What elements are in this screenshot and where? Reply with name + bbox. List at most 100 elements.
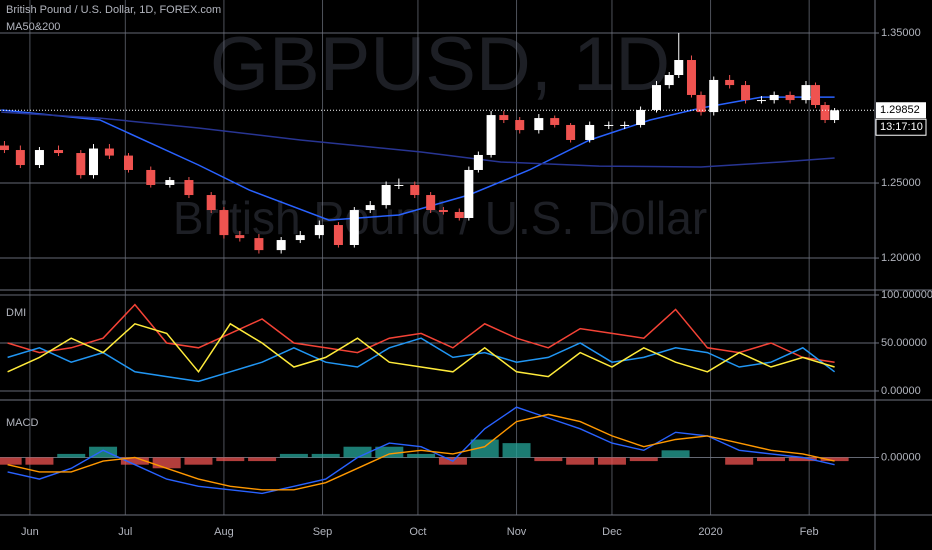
watermark: GBPUSD, 1D bbox=[210, 22, 670, 107]
candle-body bbox=[146, 169, 156, 185]
candle-body bbox=[769, 94, 779, 101]
candle-body bbox=[473, 154, 483, 170]
y-tick-label: 100.00000 bbox=[881, 289, 932, 301]
moving-average bbox=[1, 111, 835, 168]
candle-body bbox=[394, 184, 404, 186]
countdown-label: 13:17:10 bbox=[880, 121, 923, 133]
candle-body bbox=[820, 105, 830, 121]
candle-body bbox=[235, 235, 245, 239]
candle-body bbox=[620, 124, 630, 126]
y-tick-label: 1.20000 bbox=[881, 252, 921, 264]
x-tick-label: Sep bbox=[313, 526, 333, 538]
candle-body bbox=[76, 153, 86, 176]
candle-body bbox=[709, 79, 719, 113]
candle-body bbox=[34, 150, 44, 166]
dmi-line bbox=[7, 322, 835, 378]
candle-body bbox=[54, 150, 64, 154]
candle-body bbox=[206, 195, 216, 211]
histogram-bar bbox=[756, 457, 785, 462]
candle-body bbox=[295, 235, 305, 241]
candle-body bbox=[165, 180, 175, 185]
indicator-title: MA50&200 bbox=[6, 21, 60, 33]
candle-body bbox=[89, 148, 99, 176]
histogram-bar bbox=[120, 457, 149, 465]
candle-body bbox=[15, 150, 25, 166]
x-tick-label: Nov bbox=[507, 526, 527, 538]
dmi-line bbox=[7, 303, 835, 363]
y-tick-label: 0.00000 bbox=[881, 451, 921, 463]
candle-body bbox=[314, 225, 324, 236]
candle-body bbox=[534, 118, 544, 131]
candle-body bbox=[585, 124, 595, 140]
histogram-bar bbox=[0, 457, 22, 465]
x-tick-label: Aug bbox=[214, 526, 234, 538]
watermark-layer: GBPUSD, 1D British Pound / U.S. Dollar bbox=[173, 22, 707, 244]
candle-body bbox=[604, 124, 614, 126]
candle-body bbox=[104, 148, 114, 156]
histogram-bar bbox=[311, 453, 340, 458]
histogram-bar bbox=[25, 457, 54, 465]
candle-body bbox=[566, 124, 576, 140]
candle-body bbox=[725, 79, 735, 86]
y-tick-label: 1.25000 bbox=[881, 177, 921, 189]
candle-body bbox=[756, 100, 766, 102]
histogram-bar bbox=[375, 446, 404, 458]
candle-body bbox=[811, 85, 821, 106]
histogram-bar bbox=[152, 457, 181, 469]
candle-body bbox=[499, 115, 509, 121]
histogram-bar bbox=[725, 457, 754, 465]
grid-layer bbox=[0, 0, 875, 515]
histogram-bar bbox=[629, 457, 658, 462]
histogram-bar bbox=[566, 457, 595, 465]
watermark-subtitle: British Pound / U.S. Dollar bbox=[173, 192, 707, 244]
chart-title: British Pound / U.S. Dollar, 1D, FOREX.c… bbox=[6, 4, 221, 16]
candle-body bbox=[123, 155, 133, 170]
macd-line bbox=[7, 413, 835, 491]
histogram-bar bbox=[597, 457, 626, 465]
candle-body bbox=[219, 210, 229, 236]
countdown-box bbox=[875, 118, 927, 136]
candle-body bbox=[464, 169, 474, 218]
y-tick-label: 0.00000 bbox=[881, 385, 921, 397]
histogram-bar bbox=[407, 453, 436, 458]
histogram-bar bbox=[534, 457, 563, 462]
candle-body bbox=[381, 184, 391, 206]
candle-body bbox=[686, 60, 696, 95]
histogram-bar bbox=[788, 457, 817, 462]
candle-body bbox=[410, 184, 420, 196]
x-tick-label: Oct bbox=[409, 526, 426, 538]
histogram-bar bbox=[216, 457, 245, 462]
histogram-bar bbox=[502, 443, 531, 458]
histogram-bar bbox=[279, 453, 308, 458]
candle-body bbox=[426, 195, 436, 211]
macd-line bbox=[7, 406, 835, 495]
x-tick-label: Jun bbox=[21, 526, 39, 538]
x-tick-label: Jul bbox=[118, 526, 132, 538]
histogram-bar bbox=[184, 457, 213, 465]
candle-body bbox=[664, 75, 674, 86]
candle-body bbox=[696, 94, 706, 113]
candle-body bbox=[550, 118, 560, 125]
y-tick-label: 1.35000 bbox=[881, 27, 921, 39]
candle-body bbox=[741, 85, 751, 101]
y-tick-label: 50.00000 bbox=[881, 337, 927, 349]
indicator-title: MACD bbox=[6, 417, 38, 429]
marks-layer bbox=[0, 33, 875, 495]
candle-body bbox=[276, 240, 286, 251]
candle-body bbox=[651, 85, 661, 110]
histogram-bar bbox=[661, 450, 690, 458]
histogram-bar bbox=[248, 457, 277, 462]
histogram-bar bbox=[89, 446, 118, 458]
histogram-bar bbox=[57, 453, 86, 458]
last-price-label: 1.29852 bbox=[880, 104, 920, 116]
candle-body bbox=[801, 85, 811, 101]
candle-body bbox=[254, 238, 264, 251]
candle-body bbox=[515, 120, 525, 131]
candle-body bbox=[0, 145, 9, 151]
candle-body bbox=[636, 109, 646, 125]
indicator-title: DMI bbox=[6, 307, 26, 319]
candle-body bbox=[454, 211, 464, 218]
candle-body bbox=[785, 94, 795, 101]
x-tick-label: Dec bbox=[602, 526, 622, 538]
